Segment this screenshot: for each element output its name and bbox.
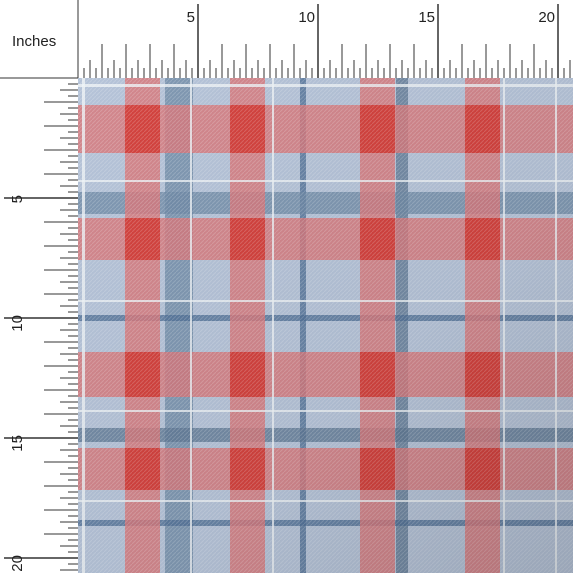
left-ruler-label: 15 (9, 435, 26, 452)
shade (78, 78, 573, 573)
left-ruler-label: 5 (9, 195, 26, 203)
top-ruler-label: 10 (298, 9, 315, 26)
ruler-unit: Inches (12, 33, 56, 50)
top-ruler-label: 20 (538, 9, 555, 26)
plaid-fabric (78, 78, 573, 573)
left-ruler-label: 20 (9, 555, 26, 572)
top-ruler-label: 5 (187, 9, 195, 26)
left-ruler-label: 10 (9, 315, 26, 332)
top-ruler-label: 15 (418, 9, 435, 26)
